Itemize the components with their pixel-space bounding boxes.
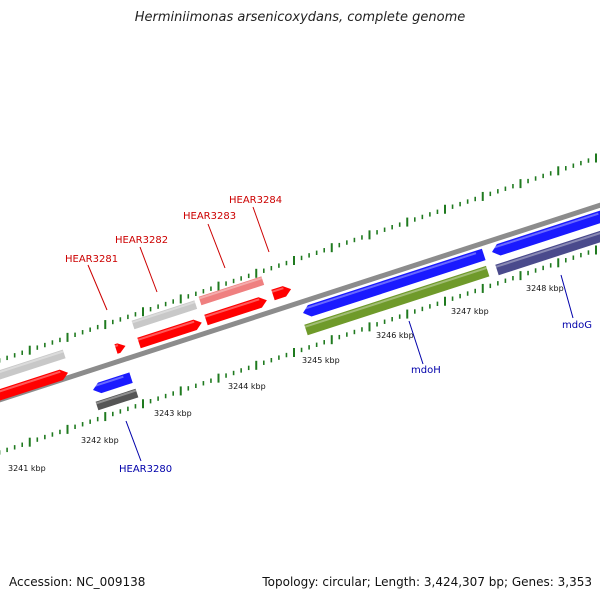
leader-mdog bbox=[560, 274, 574, 319]
gene-blue-mdoh-shine bbox=[301, 252, 477, 311]
gene-grey-hear3282-shine bbox=[131, 301, 196, 324]
scale-label-3245: 3245 kbp bbox=[302, 356, 340, 365]
gene-pink-hear3284 bbox=[198, 276, 265, 306]
gene-label-mdoh: mdoH bbox=[411, 365, 441, 376]
gene-red-hear3284-shine bbox=[271, 287, 284, 293]
scale-label-3243: 3243 kbp bbox=[154, 409, 192, 418]
scale-label-3241: 3241 kbp bbox=[8, 464, 46, 473]
gene-pink-hear3284-shine bbox=[198, 277, 263, 300]
gene-olive-mdoh-shine bbox=[304, 267, 487, 328]
gene-red-left-shine bbox=[0, 370, 61, 393]
leader-hear3281 bbox=[87, 264, 108, 311]
gene-blue-mdog bbox=[492, 210, 600, 256]
gene-blue-hear3280-shine bbox=[91, 375, 124, 388]
leader-hear3280 bbox=[125, 420, 142, 462]
scale-label-3244: 3244 kbp bbox=[228, 382, 266, 391]
gene-olive-mdoh bbox=[304, 265, 490, 336]
genome-summary-text: Topology: circular; Length: 3,424,307 bp… bbox=[262, 575, 592, 589]
scale-label-3242: 3242 kbp bbox=[81, 436, 119, 445]
map-title: Herminiimonas arsenicoxydans, complete g… bbox=[134, 10, 466, 25]
gene-grey-hear3282 bbox=[131, 300, 198, 330]
gene-red-hear3284 bbox=[271, 286, 292, 301]
scale-label-3246: 3246 kbp bbox=[376, 331, 414, 340]
outer-tick-row bbox=[0, 153, 597, 363]
leader-hear3282 bbox=[139, 246, 158, 293]
gene-slate-mdog bbox=[495, 230, 600, 276]
gene-label-hear3283: HEAR3283 bbox=[183, 211, 236, 222]
gene-red-hear3281 bbox=[114, 343, 126, 354]
gene-blue-mdoh bbox=[303, 248, 486, 317]
gene-grey-left bbox=[0, 349, 66, 380]
gene-label-hear3280: HEAR3280 bbox=[119, 464, 172, 475]
gene-blue-hear3280 bbox=[93, 372, 133, 394]
scale-label-3248: 3248 kbp bbox=[526, 284, 564, 293]
gene-red-hear3281-shine bbox=[114, 344, 119, 348]
gene-darkgrey-hear3280-shine bbox=[95, 389, 137, 405]
gene-red-hear3283 bbox=[204, 297, 267, 326]
label-leaders bbox=[87, 206, 574, 462]
gene-slate-mdog-shine bbox=[495, 232, 600, 268]
scale-label-3247: 3247 kbp bbox=[451, 307, 489, 316]
gene-label-hear3281: HEAR3281 bbox=[65, 254, 118, 265]
gene-label-mdog: mdoG bbox=[562, 320, 592, 331]
gene-darkgrey-hear3280 bbox=[95, 388, 139, 411]
gene-grey-left-shine bbox=[0, 350, 64, 373]
gene-red-hear3283-shine bbox=[204, 298, 260, 318]
gene-features bbox=[0, 210, 600, 411]
gene-label-hear3282: HEAR3282 bbox=[115, 235, 168, 246]
genome-backbone bbox=[0, 202, 600, 403]
gene-label-hear3284: HEAR3284 bbox=[229, 195, 282, 206]
gene-red-left bbox=[0, 369, 69, 401]
leader-hear3284 bbox=[252, 206, 270, 253]
accession-text: Accession: NC_009138 bbox=[9, 575, 146, 589]
inner-tick-row bbox=[0, 245, 597, 455]
gene-red-hear3282 bbox=[137, 319, 202, 349]
leader-hear3283 bbox=[207, 223, 226, 269]
leader-mdoh bbox=[408, 320, 424, 365]
gene-red-hear3282-shine bbox=[137, 320, 195, 341]
gene-blue-mdog-shine bbox=[490, 212, 599, 250]
